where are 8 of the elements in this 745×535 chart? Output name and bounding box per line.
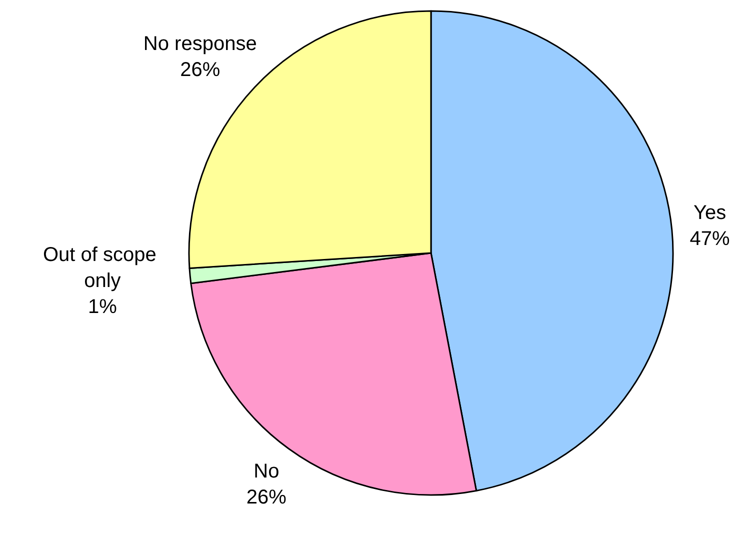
slice-label: Out of scope only — [42, 244, 162, 292]
slice-label: Yes — [693, 202, 726, 224]
data-label: 26% — [246, 486, 287, 508]
slice-label: No — [254, 460, 280, 482]
data-label: 26% — [180, 59, 220, 82]
data-label: 1% — [88, 296, 118, 318]
slice-label: No response — [143, 33, 257, 56]
data-label: 47% — [690, 228, 730, 250]
